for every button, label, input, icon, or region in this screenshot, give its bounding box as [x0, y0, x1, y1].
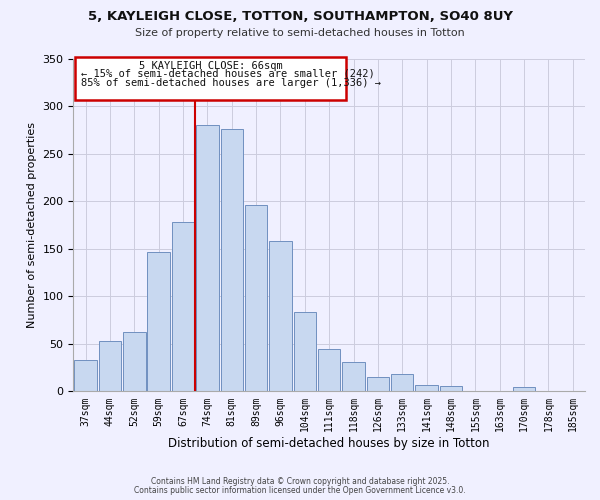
Bar: [99, 341, 121, 392]
Bar: [245, 205, 268, 392]
Bar: [172, 222, 194, 392]
Bar: [513, 386, 535, 392]
Bar: [196, 124, 218, 392]
Text: 85% of semi-detached houses are larger (1,336) →: 85% of semi-detached houses are larger (…: [81, 78, 381, 88]
Y-axis label: Number of semi-detached properties: Number of semi-detached properties: [27, 122, 37, 328]
Bar: [415, 384, 438, 392]
Bar: [440, 386, 462, 392]
Bar: [293, 312, 316, 392]
Bar: [123, 332, 146, 392]
Text: Contains HM Land Registry data © Crown copyright and database right 2025.: Contains HM Land Registry data © Crown c…: [151, 477, 449, 486]
FancyBboxPatch shape: [74, 57, 346, 100]
Bar: [74, 360, 97, 392]
Text: 5 KAYLEIGH CLOSE: 66sqm: 5 KAYLEIGH CLOSE: 66sqm: [139, 61, 283, 71]
X-axis label: Distribution of semi-detached houses by size in Totton: Distribution of semi-detached houses by …: [169, 437, 490, 450]
Bar: [367, 377, 389, 392]
Text: 5, KAYLEIGH CLOSE, TOTTON, SOUTHAMPTON, SO40 8UY: 5, KAYLEIGH CLOSE, TOTTON, SOUTHAMPTON, …: [88, 10, 512, 23]
Bar: [318, 348, 340, 392]
Bar: [343, 362, 365, 392]
Bar: [391, 374, 413, 392]
Text: Contains public sector information licensed under the Open Government Licence v3: Contains public sector information licen…: [134, 486, 466, 495]
Bar: [269, 242, 292, 392]
Bar: [148, 252, 170, 392]
Bar: [221, 130, 243, 392]
Text: ← 15% of semi-detached houses are smaller (242): ← 15% of semi-detached houses are smalle…: [81, 68, 374, 78]
Text: Size of property relative to semi-detached houses in Totton: Size of property relative to semi-detach…: [135, 28, 465, 38]
